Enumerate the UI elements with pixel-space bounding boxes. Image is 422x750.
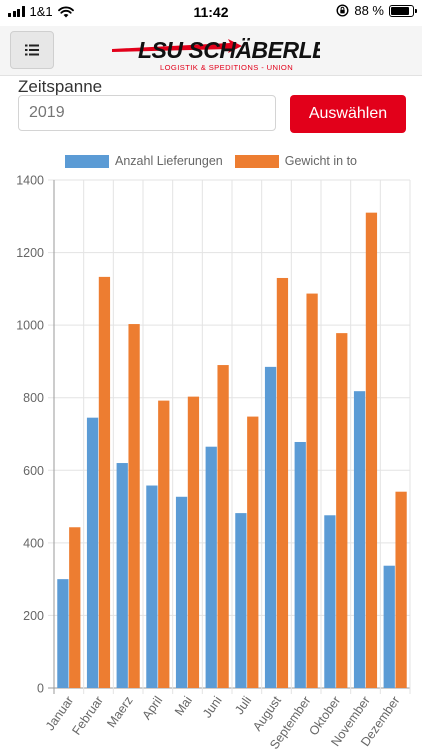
x-tick-label: Februar bbox=[69, 694, 106, 738]
bar[interactable] bbox=[128, 324, 140, 688]
svg-text:LSU SCHÄBERLE: LSU SCHÄBERLE bbox=[138, 37, 320, 63]
bar[interactable] bbox=[395, 491, 407, 688]
x-tick-label: Maerz bbox=[104, 694, 135, 730]
status-bar: 1&1 11:42 88 % bbox=[0, 0, 422, 24]
wifi-icon bbox=[57, 6, 74, 17]
menu-button[interactable] bbox=[10, 31, 54, 69]
battery-percent: 88 % bbox=[354, 3, 384, 18]
bar[interactable] bbox=[235, 513, 247, 688]
bar[interactable] bbox=[57, 579, 69, 688]
company-logo: LSU SCHÄBERLE LOGISTIK & SPEDITIONS - UN… bbox=[112, 37, 320, 72]
bar[interactable] bbox=[116, 463, 128, 688]
zeitspanne-label: Zeitspanne bbox=[18, 77, 103, 96]
x-tick-label: Juli bbox=[232, 694, 254, 717]
zeitspanne-input[interactable] bbox=[18, 95, 276, 131]
bar[interactable] bbox=[336, 333, 348, 688]
bar[interactable] bbox=[247, 416, 259, 688]
legend-item-weight[interactable]: Gewicht in to bbox=[234, 154, 357, 168]
bar[interactable] bbox=[98, 276, 111, 688]
y-tick-label: 1200 bbox=[16, 246, 44, 260]
y-tick-label: 400 bbox=[23, 536, 44, 550]
orientation-lock-icon bbox=[336, 4, 349, 17]
legend-swatch-weight bbox=[234, 154, 279, 168]
battery-fill bbox=[391, 6, 410, 15]
bar[interactable] bbox=[175, 496, 188, 688]
legend-swatch-deliveries bbox=[65, 154, 109, 168]
bar[interactable] bbox=[217, 365, 229, 688]
bar[interactable] bbox=[324, 515, 336, 688]
bar[interactable] bbox=[146, 485, 158, 688]
y-tick-label: 800 bbox=[23, 391, 44, 405]
bar[interactable] bbox=[306, 293, 318, 688]
y-tick-label: 600 bbox=[23, 464, 44, 478]
status-time: 11:42 bbox=[193, 4, 229, 20]
x-tick-label: Mai bbox=[172, 694, 195, 719]
legend-label-deliveries: Anzahl Lieferungen bbox=[115, 154, 223, 168]
svg-text:LOGISTIK & SPEDITIONS - UNION: LOGISTIK & SPEDITIONS - UNION bbox=[160, 63, 293, 72]
x-tick-label: April bbox=[139, 694, 165, 723]
bar[interactable] bbox=[86, 417, 99, 688]
bar-chart-svg: 0200400600800100012001400JanuarFebruarMa… bbox=[16, 174, 411, 750]
carrier-label: 1&1 bbox=[29, 4, 53, 19]
y-tick-label: 0 bbox=[37, 682, 44, 696]
bar[interactable] bbox=[69, 527, 81, 688]
y-tick-label: 1400 bbox=[16, 174, 44, 188]
signal-icon bbox=[8, 6, 25, 17]
app-header: LSU SCHÄBERLE LOGISTIK & SPEDITIONS - UN… bbox=[0, 26, 422, 76]
y-tick-label: 1000 bbox=[16, 319, 44, 333]
bar[interactable] bbox=[353, 391, 366, 688]
y-tick-label: 200 bbox=[23, 609, 44, 623]
bar-chart: 0 200 400 600 800 1000 1200 1400 Januar Februar Ma… bbox=[0, 170, 422, 750]
bar[interactable] bbox=[365, 212, 378, 688]
battery-icon bbox=[389, 4, 417, 17]
bar[interactable] bbox=[294, 441, 306, 688]
bar[interactable] bbox=[205, 446, 217, 688]
bar[interactable] bbox=[276, 277, 289, 688]
battery-area: 88 % bbox=[336, 3, 417, 18]
chart-legend: Anzahl Lieferungen Gewicht in to bbox=[0, 154, 422, 168]
bar[interactable] bbox=[383, 565, 395, 688]
list-icon bbox=[25, 44, 39, 56]
x-tick-label: Juni bbox=[200, 694, 225, 721]
auswaehlen-button[interactable]: Auswählen bbox=[290, 95, 406, 133]
bar[interactable] bbox=[264, 366, 277, 688]
carrier-area: 1&1 bbox=[8, 4, 74, 19]
bar[interactable] bbox=[158, 400, 170, 688]
legend-item-deliveries[interactable]: Anzahl Lieferungen bbox=[65, 154, 223, 168]
legend-label-weight: Gewicht in to bbox=[284, 154, 357, 168]
bar[interactable] bbox=[187, 396, 200, 688]
